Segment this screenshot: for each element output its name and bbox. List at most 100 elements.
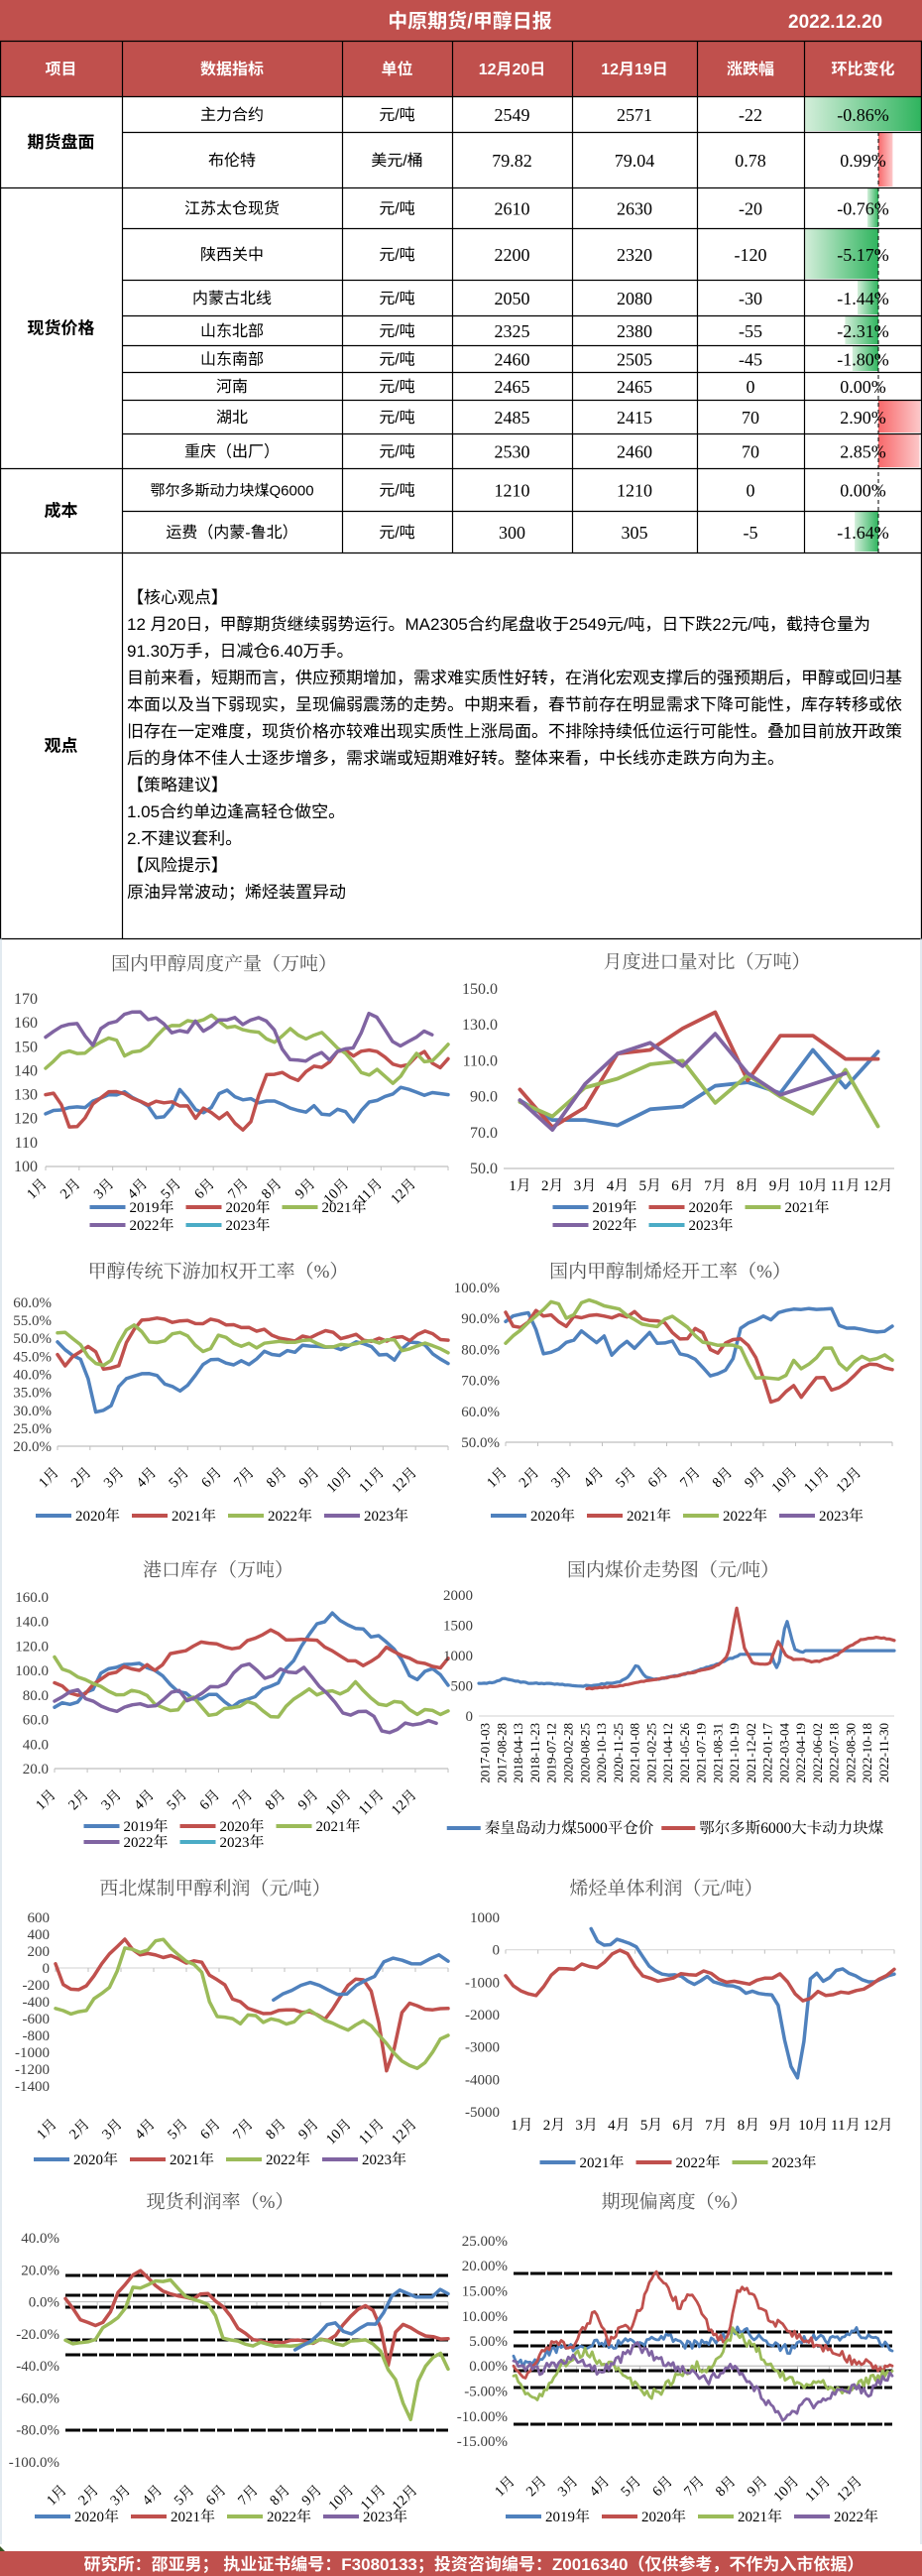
svg-text:/: / <box>395 247 400 264</box>
svg-text:/: / <box>624 615 629 634</box>
svg-text:2020-11-25: 2020-11-25 <box>611 1723 626 1782</box>
svg-text:-1.64%: -1.64% <box>837 523 889 543</box>
svg-text:9: 9 <box>769 2118 777 2134</box>
svg-text:2022: 2022 <box>124 1835 154 1851</box>
svg-text:-: - <box>245 525 250 542</box>
svg-text:60.0: 60.0 <box>23 1713 49 1729</box>
svg-text:-40.0%: -40.0% <box>16 2359 59 2375</box>
svg-text:2021: 2021 <box>316 1819 346 1835</box>
svg-text:35.0%: 35.0% <box>13 1386 52 1402</box>
svg-text:2021-05-26: 2021-05-26 <box>677 1723 692 1783</box>
svg-text:-60.0%: -60.0% <box>16 2391 59 2406</box>
svg-text:-1000: -1000 <box>465 1975 500 1991</box>
svg-text:1: 1 <box>511 2118 519 2134</box>
svg-text:1210: 1210 <box>495 481 530 501</box>
svg-text:2021-02-25: 2021-02-25 <box>643 1723 658 1783</box>
svg-text:2020: 2020 <box>689 1200 719 1216</box>
svg-text:2020-08-25: 2020-08-25 <box>577 1723 592 1783</box>
svg-text:6: 6 <box>672 2118 680 2134</box>
svg-text:-800: -800 <box>23 2028 51 2044</box>
svg-text:2485: 2485 <box>495 408 530 428</box>
svg-text:20: 20 <box>513 61 530 78</box>
svg-text:50.0: 50.0 <box>470 1161 498 1177</box>
svg-text:130: 130 <box>14 1087 38 1104</box>
svg-text:2380: 2380 <box>617 321 652 341</box>
svg-text:-2.31%: -2.31% <box>837 321 889 341</box>
svg-text:2020: 2020 <box>74 2510 104 2525</box>
svg-text:400: 400 <box>28 1927 51 1943</box>
svg-text:2021-07-19: 2021-07-19 <box>694 1723 709 1783</box>
svg-text:70: 70 <box>742 442 759 462</box>
svg-text:12: 12 <box>127 615 146 634</box>
svg-text:7: 7 <box>704 1178 712 1194</box>
svg-text:/: / <box>395 525 400 542</box>
svg-text:/: / <box>395 291 400 307</box>
svg-text:-15.00%: -15.00% <box>457 2434 508 2450</box>
svg-text:500: 500 <box>451 1679 474 1695</box>
svg-text:2022: 2022 <box>130 1218 160 1234</box>
svg-text:0: 0 <box>466 1709 474 1725</box>
svg-text:MA2305: MA2305 <box>405 615 468 634</box>
svg-text:2022: 2022 <box>834 2510 864 2525</box>
svg-text:2021: 2021 <box>172 1509 201 1525</box>
svg-text:2080: 2080 <box>617 289 652 308</box>
svg-text:2020: 2020 <box>220 1819 250 1835</box>
svg-text:-120: -120 <box>735 245 767 265</box>
svg-text:100.0: 100.0 <box>15 1663 49 1679</box>
svg-text:50.0%: 50.0% <box>461 1435 500 1451</box>
svg-text:2465: 2465 <box>617 377 652 397</box>
svg-text:25.0%: 25.0% <box>13 1421 52 1437</box>
svg-text:2023: 2023 <box>363 2510 393 2525</box>
svg-text:0.0%: 0.0% <box>29 2295 59 2311</box>
svg-text:2022-10-18: 2022-10-18 <box>860 1723 874 1783</box>
svg-text:2019: 2019 <box>124 1819 154 1835</box>
svg-text:20: 20 <box>168 615 186 634</box>
svg-text:1: 1 <box>509 1178 517 1194</box>
svg-text:55.0%: 55.0% <box>13 1313 52 1329</box>
svg-text:15.00%: 15.00% <box>462 2284 508 2300</box>
svg-text:6.40: 6.40 <box>271 642 303 661</box>
svg-text:/: / <box>395 323 400 340</box>
svg-text:-600: -600 <box>23 2012 51 2027</box>
svg-text:2023: 2023 <box>364 1509 394 1525</box>
svg-text:2020-02-28: 2020-02-28 <box>561 1723 576 1783</box>
svg-text:2023: 2023 <box>689 1218 719 1234</box>
svg-text:2021-01-08: 2021-01-08 <box>628 1723 642 1783</box>
svg-text:/: / <box>395 107 400 124</box>
svg-text:2022-03-04: 2022-03-04 <box>776 1723 791 1783</box>
svg-text:5.00%: 5.00% <box>469 2334 508 2350</box>
svg-text:/: / <box>395 379 400 396</box>
svg-text:2630: 2630 <box>617 199 652 219</box>
svg-text:2021: 2021 <box>785 1200 815 1216</box>
svg-text:2021-04-12: 2021-04-12 <box>660 1723 675 1783</box>
svg-text:12: 12 <box>601 61 619 78</box>
svg-text:/: / <box>467 11 473 33</box>
svg-text:0.00%: 0.00% <box>840 481 886 501</box>
svg-text:2022-11-30: 2022-11-30 <box>876 1723 891 1782</box>
svg-text:2022: 2022 <box>723 1509 752 1525</box>
svg-text:-100.0%: -100.0% <box>9 2455 59 2471</box>
svg-text:-55: -55 <box>739 321 762 341</box>
svg-text:2465: 2465 <box>495 377 530 397</box>
svg-text:2505: 2505 <box>617 350 652 370</box>
svg-text:2020: 2020 <box>75 1509 105 1525</box>
svg-text:2023: 2023 <box>772 2155 802 2171</box>
svg-text:2019: 2019 <box>593 1200 623 1216</box>
svg-text:25.00%: 25.00% <box>462 2234 508 2250</box>
svg-text:3: 3 <box>574 1178 582 1194</box>
svg-text:1500: 1500 <box>443 1619 473 1635</box>
svg-text:40.0%: 40.0% <box>21 2231 59 2247</box>
svg-text:2: 2 <box>543 2118 551 2134</box>
svg-text:-2000: -2000 <box>465 2008 500 2024</box>
svg-text:-1000: -1000 <box>15 2045 50 2061</box>
svg-text:10.00%: 10.00% <box>462 2309 508 2325</box>
svg-text:/: / <box>395 410 400 427</box>
svg-text:11: 11 <box>831 2118 845 2134</box>
svg-text:Z0016340: Z0016340 <box>552 2555 629 2574</box>
svg-text:140.0: 140.0 <box>15 1615 49 1631</box>
svg-text:2017-08-28: 2017-08-28 <box>495 1723 510 1783</box>
svg-text:9: 9 <box>769 1178 777 1194</box>
svg-text:40.0%: 40.0% <box>13 1368 52 1384</box>
svg-text:1210: 1210 <box>617 481 652 501</box>
svg-text:70.0%: 70.0% <box>461 1374 500 1390</box>
